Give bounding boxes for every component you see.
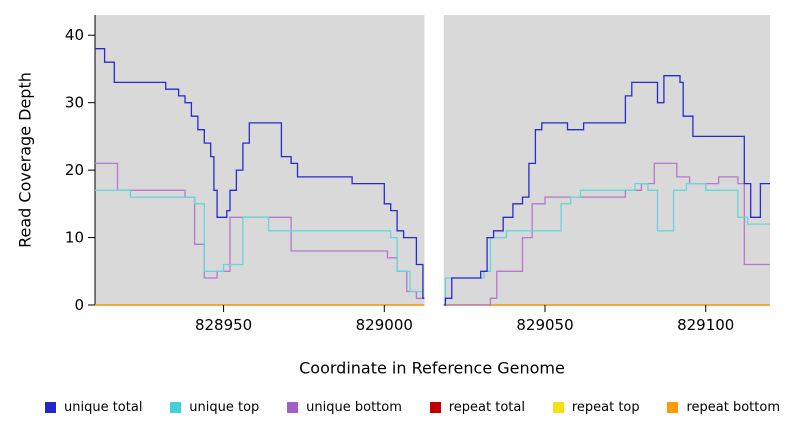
- legend-swatch-icon: [552, 402, 564, 413]
- legend-label: repeat top: [571, 400, 640, 415]
- legend-item: unique total: [45, 400, 142, 415]
- legend-item: repeat top: [552, 400, 640, 415]
- x-tick-label: 829050: [516, 316, 573, 334]
- x-tick-label: 829000: [356, 316, 413, 334]
- y-tick-label: 40: [65, 26, 84, 44]
- legend-item: repeat total: [429, 400, 525, 415]
- legend-swatch-icon: [170, 402, 182, 413]
- y-tick-label: 30: [65, 94, 84, 112]
- y-tick-label: 20: [65, 161, 84, 179]
- y-tick-label: 10: [65, 229, 84, 247]
- legend-label: unique top: [189, 400, 260, 415]
- legend-swatch-icon: [287, 402, 299, 413]
- legend-item: unique bottom: [287, 400, 402, 415]
- x-tick-label: 829100: [677, 316, 734, 334]
- legend-item: unique top: [170, 400, 259, 415]
- series-unique-total: [95, 48, 770, 306]
- legend-item: repeat bottom: [667, 400, 780, 415]
- x-axis-title: Coordinate in Reference Genome: [299, 358, 565, 378]
- x-tick-label: 828950: [195, 316, 252, 334]
- legend-swatch-icon: [45, 402, 56, 413]
- y-axis-title: Read Coverage Depth: [15, 72, 35, 248]
- legend-swatch-icon: [429, 402, 441, 413]
- legend-label: unique total: [64, 400, 143, 415]
- coverage-chart: 828950 829000 829050 829100 0 10 20 30 40: [65, 15, 770, 334]
- gap-region: [424, 15, 444, 307]
- y-tick-label: 0: [74, 296, 84, 314]
- legend-label: repeat total: [448, 400, 525, 415]
- series-unique-bottom: [95, 162, 770, 306]
- legend: unique total unique top unique bottom repea…: [45, 400, 780, 415]
- legend-label: repeat bottom: [686, 400, 780, 415]
- legend-swatch-icon: [667, 402, 679, 413]
- legend-label: unique bottom: [306, 400, 402, 415]
